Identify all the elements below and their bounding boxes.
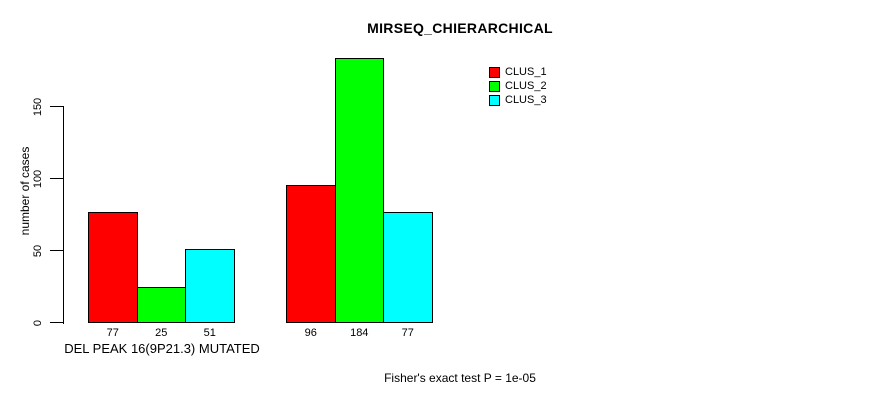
legend: CLUS_1 CLUS_2 CLUS_3	[489, 65, 547, 107]
bar-value-label: 77	[106, 327, 119, 339]
legend-entry-clus_1: CLUS_1	[489, 65, 547, 79]
bar-clus_1-group2	[286, 184, 336, 323]
legend-label: CLUS_1	[505, 66, 547, 78]
bar-value-label: 25	[155, 327, 168, 339]
bar-clus_3-group2	[383, 211, 433, 323]
legend-swatch-icon	[489, 80, 500, 92]
bar-clus_2-group2	[334, 58, 384, 323]
legend-swatch-icon	[489, 94, 500, 106]
y-tick-label: 100	[32, 169, 44, 188]
y-tick-mark	[50, 250, 64, 252]
chart-title: MIRSEQ_CHIERARCHICAL	[367, 20, 553, 36]
bar-clus_2-group1	[136, 286, 186, 323]
bar-value-label: 96	[304, 327, 317, 339]
bar-value-label: 184	[350, 327, 369, 339]
bar-clus_1-group1	[88, 211, 138, 323]
bar-value-label: 77	[401, 327, 414, 339]
y-axis	[63, 106, 64, 324]
y-axis-label: number of cases	[18, 146, 32, 236]
legend-label: CLUS_2	[505, 80, 547, 92]
y-tick-label: 150	[32, 97, 44, 117]
bar-value-label: 51	[203, 327, 216, 339]
y-tick-label: 50	[32, 244, 44, 257]
y-tick-mark	[50, 178, 64, 180]
y-tick-mark	[50, 106, 64, 108]
legend-label: CLUS_3	[505, 94, 547, 106]
y-tick-mark	[50, 322, 64, 323]
fisher-test-note: Fisher's exact test P = 1e-05	[384, 371, 536, 385]
bar-clus_3-group1	[185, 249, 235, 323]
legend-swatch-icon	[489, 66, 500, 78]
legend-entry-clus_3: CLUS_3	[489, 93, 547, 107]
y-tick-label: 0	[32, 319, 44, 326]
x-axis-group-label: DEL PEAK 16(9P21.3) MUTATED	[64, 341, 260, 356]
legend-entry-clus_2: CLUS_2	[489, 79, 547, 93]
